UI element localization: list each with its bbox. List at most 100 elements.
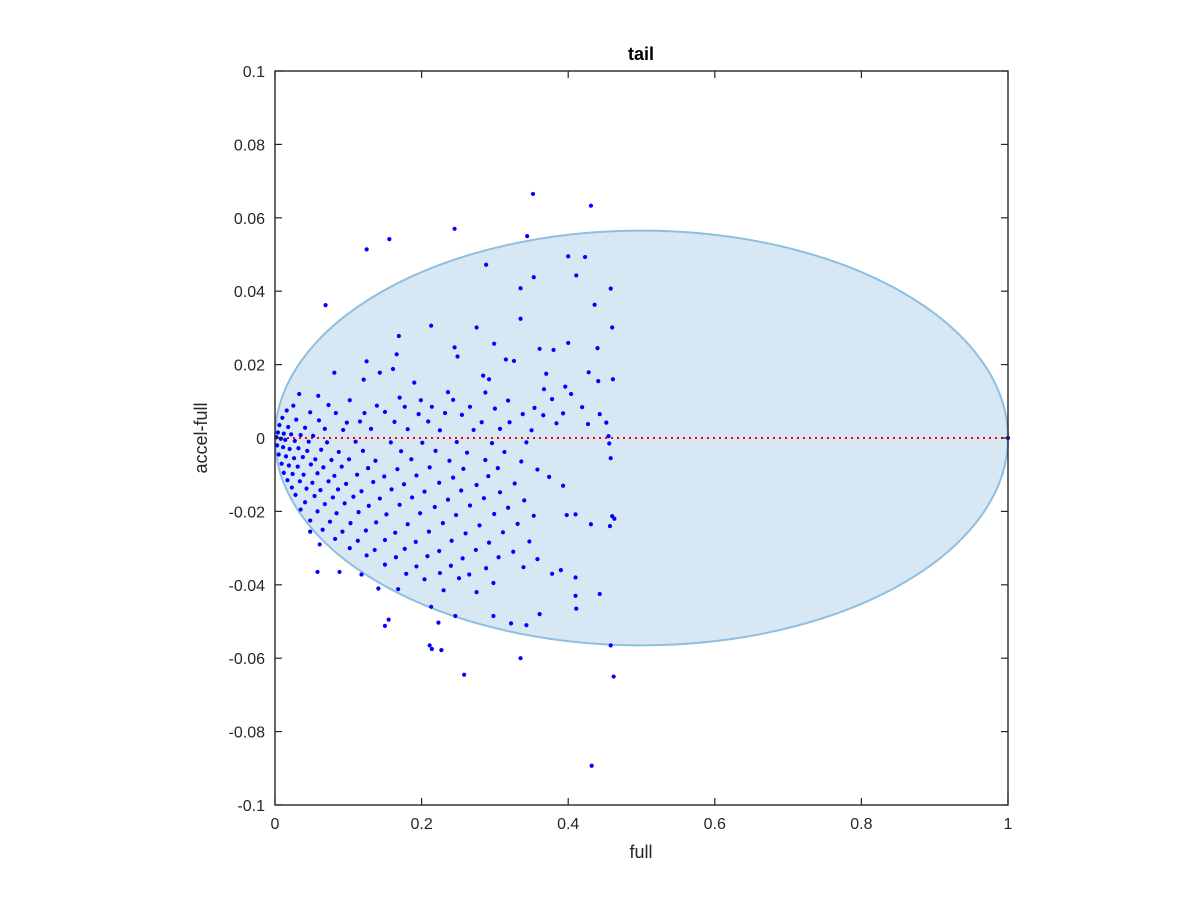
data-point	[342, 501, 347, 506]
data-point	[330, 495, 336, 500]
data-point	[535, 557, 540, 562]
data-point	[372, 547, 377, 553]
data-point	[341, 427, 346, 433]
data-point	[382, 562, 388, 567]
data-point	[484, 262, 489, 267]
data-point	[422, 577, 427, 582]
y-axis-label: accel-full	[191, 402, 211, 473]
data-point	[414, 564, 419, 569]
data-point	[344, 481, 349, 486]
data-point	[377, 370, 382, 375]
x-tick-label: 1	[1004, 816, 1013, 833]
data-point	[306, 439, 311, 444]
data-point	[298, 507, 303, 512]
data-point	[315, 471, 320, 476]
data-point	[497, 426, 503, 431]
data-point	[335, 487, 341, 492]
data-point	[519, 459, 524, 464]
data-point	[440, 521, 445, 526]
y-tick-label: 0.06	[234, 211, 265, 228]
data-point	[426, 529, 432, 534]
data-point	[364, 247, 369, 252]
data-point	[293, 492, 298, 497]
data-point	[289, 432, 294, 437]
data-point	[574, 606, 579, 611]
data-point	[507, 420, 512, 425]
data-point	[321, 465, 326, 470]
data-point	[433, 448, 438, 453]
data-point	[368, 426, 374, 431]
data-point	[401, 482, 407, 487]
y-tick-label: 0.08	[234, 137, 265, 154]
data-point	[337, 569, 342, 575]
data-point	[518, 656, 523, 661]
data-point	[384, 512, 389, 517]
data-point	[588, 522, 594, 527]
x-axis-label: full	[629, 842, 652, 862]
data-point	[364, 359, 369, 364]
data-point	[344, 420, 349, 425]
data-point	[495, 465, 500, 471]
points-layer	[274, 191, 1011, 768]
data-point	[397, 395, 402, 400]
data-point	[326, 402, 331, 408]
data-point	[497, 490, 503, 495]
data-point	[459, 412, 465, 417]
data-point	[437, 548, 442, 554]
data-point	[389, 487, 394, 492]
data-point	[364, 553, 369, 558]
data-point	[295, 464, 300, 469]
data-point	[280, 445, 286, 450]
data-point	[474, 590, 479, 595]
data-point	[362, 410, 367, 416]
data-point	[308, 529, 313, 534]
data-point	[437, 570, 443, 576]
data-point	[319, 447, 324, 452]
y-tick-label: 0.04	[234, 284, 265, 301]
data-point	[580, 405, 585, 410]
data-point	[359, 489, 364, 494]
data-point	[305, 448, 310, 453]
data-point	[518, 286, 523, 291]
data-point	[445, 497, 451, 502]
data-point	[289, 485, 294, 490]
y-tick-label: 0	[256, 431, 265, 448]
data-point	[332, 473, 337, 478]
data-point	[392, 419, 397, 424]
data-point	[524, 623, 529, 628]
data-point	[356, 510, 361, 515]
data-point	[327, 519, 333, 524]
data-point	[388, 440, 393, 445]
data-point	[496, 555, 501, 560]
data-point	[511, 358, 517, 364]
data-point	[607, 441, 612, 446]
data-point	[452, 226, 457, 231]
data-point	[582, 254, 588, 260]
ticks-layer: 0 0.2 0.4 0.6 0.8 1 -0.1 -0.08 -0.06 -0.04 -0.02 0 0…	[229, 64, 1013, 833]
data-point	[405, 522, 410, 527]
data-point	[322, 501, 327, 507]
data-point	[396, 587, 401, 592]
data-point	[371, 479, 376, 485]
data-point	[597, 591, 602, 597]
data-point	[308, 518, 313, 523]
data-point	[275, 430, 281, 435]
data-point	[373, 458, 378, 463]
data-point	[607, 523, 613, 529]
data-point	[402, 404, 407, 409]
data-point	[355, 472, 360, 477]
data-point	[454, 439, 459, 445]
data-point	[441, 588, 446, 593]
data-point	[296, 446, 301, 451]
data-point	[500, 530, 506, 535]
x-tick-label: 0.8	[850, 816, 872, 833]
data-point	[560, 411, 566, 416]
chart-title: tail	[628, 44, 654, 64]
data-point	[283, 437, 288, 442]
data-point	[432, 504, 437, 510]
data-point	[312, 493, 317, 499]
data-point	[374, 520, 379, 525]
data-point	[290, 471, 295, 477]
data-point	[297, 479, 303, 484]
